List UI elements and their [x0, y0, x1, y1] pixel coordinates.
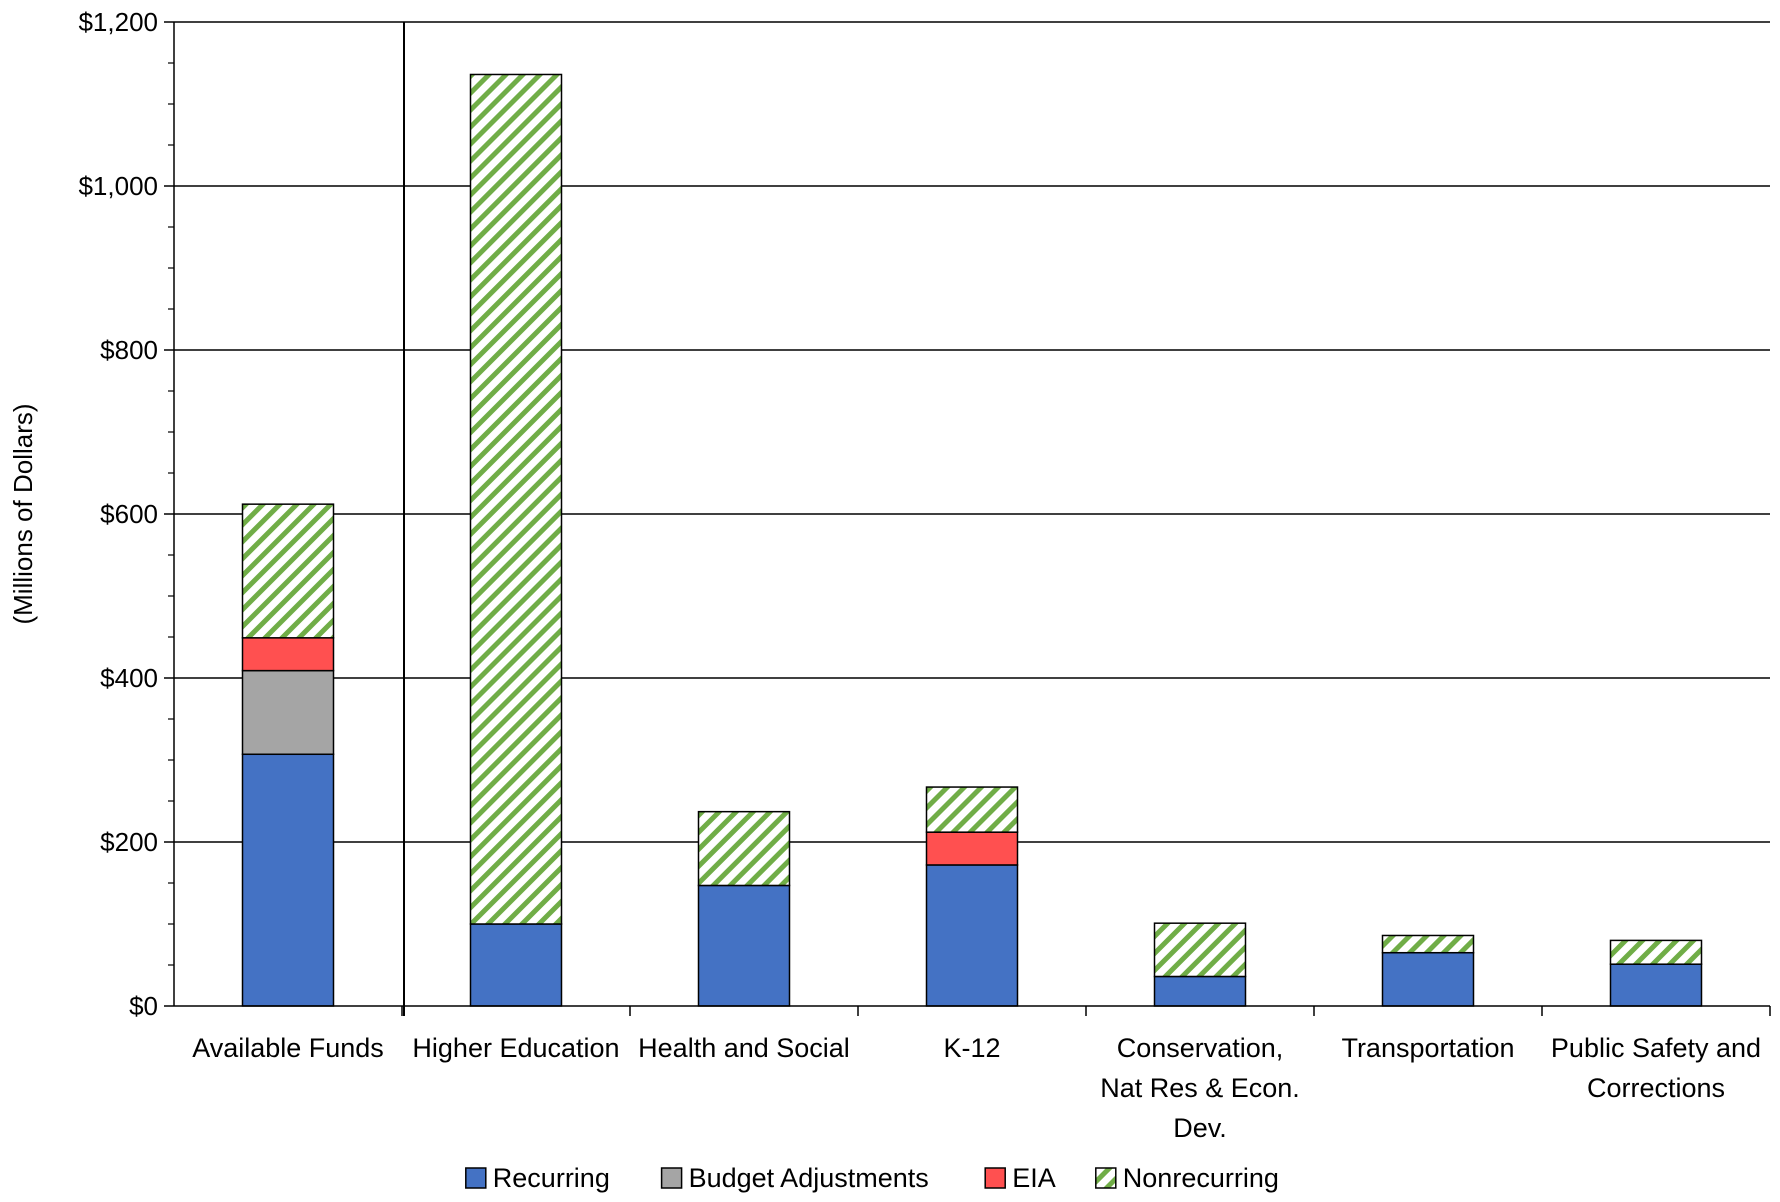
legend-swatch	[465, 1167, 487, 1189]
bar-eia-3	[925, 831, 1019, 866]
bar-budget-adjustments-0	[241, 669, 335, 756]
legend-label: EIA	[1012, 1163, 1056, 1193]
x-tick-label: Public Safety and	[1551, 1033, 1761, 1063]
y-tick-label: $200	[100, 827, 158, 857]
x-tick-label: Health and Social	[638, 1033, 850, 1063]
legend-swatch	[660, 1167, 683, 1189]
bar-recurring-3	[925, 864, 1019, 1007]
y-tick-label: $0	[129, 991, 158, 1021]
x-tick-label: K-12	[943, 1033, 1000, 1063]
x-tick-label: Higher Education	[412, 1033, 619, 1063]
legend-label: Budget Adjustments	[689, 1163, 929, 1193]
axes	[164, 21, 1771, 1016]
bar-recurring-0	[241, 753, 335, 1007]
axis-labels: $0 $200 $400 $600 $800 $1,000 $1,200 Available …	[8, 7, 1761, 1143]
x-tick-label: Conservation,	[1117, 1033, 1284, 1063]
x-tick-label: Dev.	[1173, 1113, 1227, 1143]
y-tick-label: $1,000	[78, 171, 158, 201]
bar-recurring-6	[1609, 963, 1703, 1007]
bar-recurring-4	[1153, 975, 1247, 1007]
gridlines	[174, 21, 1770, 843]
legend: Recurring Budget Adjustments EIA Nonrecurri…	[465, 1163, 1279, 1193]
y-tick-label: $800	[100, 335, 158, 365]
bar-eia-0	[241, 637, 335, 672]
legend-swatch	[984, 1167, 1006, 1189]
bar-recurring-5	[1381, 951, 1475, 1007]
y-tick-label: $600	[100, 499, 158, 529]
x-tick-label: Nat Res & Econ.	[1100, 1073, 1300, 1103]
legend-swatch	[1095, 1167, 1117, 1189]
x-tick-label: Transportation	[1341, 1033, 1514, 1063]
bar-nonrecurring-5	[1381, 934, 1475, 954]
legend-label: Recurring	[493, 1163, 610, 1193]
bar-nonrecurring-0	[241, 503, 335, 639]
bar-nonrecurring-2	[697, 810, 791, 887]
y-axis-title: (Millions of Dollars)	[8, 403, 38, 624]
bar-recurring-2	[697, 884, 791, 1007]
x-tick-label: Available Funds	[192, 1033, 384, 1063]
bar-nonrecurring-4	[1153, 922, 1247, 978]
bar-nonrecurring-1	[469, 73, 563, 925]
bars	[241, 73, 1703, 1007]
bar-nonrecurring-6	[1609, 939, 1703, 965]
bar-nonrecurring-3	[925, 786, 1019, 833]
y-tick-label: $400	[100, 663, 158, 693]
x-tick-label: Corrections	[1587, 1073, 1725, 1103]
legend-label: Nonrecurring	[1123, 1163, 1279, 1193]
bar-recurring-1	[469, 923, 563, 1007]
y-tick-label: $1,200	[78, 7, 158, 37]
